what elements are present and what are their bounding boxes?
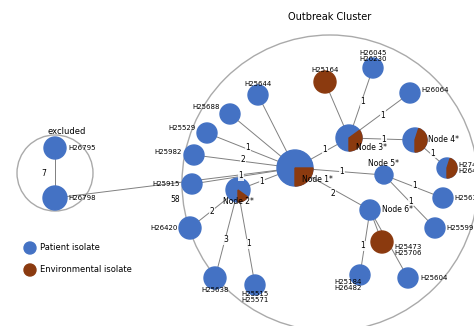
Text: Node 4*: Node 4* [428,136,459,144]
Text: 1: 1 [238,171,243,181]
Text: 58: 58 [170,196,180,204]
Text: 1: 1 [361,242,365,250]
Text: Environmental isolate: Environmental isolate [40,265,132,274]
Text: H25473
H25706: H25473 H25706 [394,244,421,256]
Text: Node 6*: Node 6* [382,204,413,214]
Text: 1: 1 [340,167,345,175]
Text: 2: 2 [331,188,336,198]
Text: 7: 7 [42,170,46,179]
Text: H26798: H26798 [68,195,96,201]
Circle shape [24,242,36,254]
Text: 1: 1 [260,176,264,185]
Text: H25184
H26482: H25184 H26482 [334,279,362,291]
Circle shape [43,186,67,210]
Circle shape [433,188,453,208]
Text: H25529: H25529 [169,125,196,131]
Text: H25644: H25644 [245,81,272,87]
Text: H25604: H25604 [420,275,447,281]
Circle shape [314,71,336,93]
Text: 2: 2 [210,206,214,215]
Text: H25637: H25637 [454,195,474,201]
Text: 2: 2 [241,156,246,165]
Circle shape [220,104,240,124]
Circle shape [179,217,201,239]
Circle shape [226,178,250,202]
Text: 1: 1 [323,145,328,155]
Circle shape [336,125,362,151]
Text: H26045
H26230: H26045 H26230 [359,50,387,62]
Circle shape [398,268,418,288]
Text: 1: 1 [246,240,251,248]
Text: Patient isolate: Patient isolate [40,244,100,253]
Circle shape [248,85,268,105]
Wedge shape [415,128,427,152]
Text: H25982: H25982 [155,149,182,155]
Text: H25515
H25571: H25515 H25571 [241,291,269,303]
Text: H25688: H25688 [192,104,220,110]
Text: 1: 1 [381,111,385,120]
Text: H26795: H26795 [68,145,95,151]
Text: H25638: H25638 [201,287,229,293]
Circle shape [360,200,380,220]
Circle shape [350,265,370,285]
Text: H26064: H26064 [421,87,448,93]
Text: 1: 1 [413,182,418,190]
Text: H25915: H25915 [153,181,180,187]
Text: Node 2*: Node 2* [223,198,254,206]
Text: 1: 1 [246,143,250,153]
Circle shape [245,275,265,295]
Text: 1: 1 [361,97,365,107]
Text: H26420: H26420 [151,225,178,231]
Circle shape [371,231,393,253]
Text: H25599: H25599 [446,225,474,231]
Text: 3: 3 [224,235,228,244]
Wedge shape [295,168,313,186]
Circle shape [182,174,202,194]
Text: H27450
H26490: H27450 H26490 [458,162,474,174]
Text: 1: 1 [382,135,386,143]
Text: Node 1*: Node 1* [302,175,333,185]
Circle shape [184,145,204,165]
Circle shape [44,137,66,159]
Circle shape [277,150,313,186]
Circle shape [425,218,445,238]
Text: 1: 1 [409,197,413,205]
Wedge shape [349,130,362,151]
Text: Node 3*: Node 3* [356,143,387,153]
Circle shape [24,264,36,276]
Text: Node 5*: Node 5* [368,158,400,168]
Circle shape [400,83,420,103]
Circle shape [197,123,217,143]
Text: H25164: H25164 [311,67,339,73]
Circle shape [363,58,383,78]
Circle shape [437,158,457,178]
Circle shape [403,128,427,152]
Wedge shape [447,158,457,178]
Wedge shape [238,190,248,202]
Text: excluded: excluded [48,126,86,136]
Text: 1: 1 [430,149,436,157]
Circle shape [375,166,393,184]
Circle shape [204,267,226,289]
Text: Outbreak Cluster: Outbreak Cluster [288,12,372,22]
